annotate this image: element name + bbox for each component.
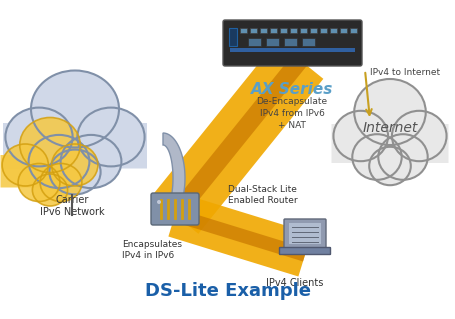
FancyBboxPatch shape bbox=[3, 123, 147, 168]
Bar bbox=[239, 28, 247, 33]
Bar bbox=[259, 28, 267, 33]
Text: Encapsulates
IPv4 in IPv6: Encapsulates IPv4 in IPv6 bbox=[122, 240, 182, 260]
FancyBboxPatch shape bbox=[151, 193, 198, 225]
Ellipse shape bbox=[51, 144, 98, 186]
Ellipse shape bbox=[391, 111, 445, 161]
Polygon shape bbox=[167, 54, 306, 221]
Text: IPv4 to Internet: IPv4 to Internet bbox=[369, 68, 439, 77]
Text: IPv4 Clients: IPv4 Clients bbox=[266, 278, 323, 288]
Text: AX Series: AX Series bbox=[250, 82, 333, 97]
Ellipse shape bbox=[5, 108, 72, 167]
Bar bbox=[248, 38, 260, 46]
Ellipse shape bbox=[29, 135, 89, 188]
Bar bbox=[309, 28, 316, 33]
Polygon shape bbox=[162, 133, 185, 223]
Bar bbox=[339, 28, 346, 33]
Text: Internet: Internet bbox=[362, 121, 417, 135]
Polygon shape bbox=[168, 194, 311, 277]
Ellipse shape bbox=[61, 135, 121, 188]
Ellipse shape bbox=[32, 174, 67, 206]
FancyBboxPatch shape bbox=[331, 124, 448, 163]
Bar bbox=[288, 223, 320, 244]
FancyBboxPatch shape bbox=[283, 219, 325, 249]
Text: De-Encapsulate
IPv4 from IPv6
+ NAT: De-Encapsulate IPv4 from IPv6 + NAT bbox=[256, 97, 327, 130]
Bar bbox=[349, 28, 356, 33]
Ellipse shape bbox=[352, 134, 401, 180]
Text: DS-Lite Example: DS-Lite Example bbox=[145, 282, 310, 300]
Bar bbox=[289, 28, 296, 33]
Ellipse shape bbox=[2, 144, 48, 186]
Ellipse shape bbox=[333, 111, 387, 161]
Bar bbox=[249, 28, 257, 33]
Text: Carrier
IPv6 Network: Carrier IPv6 Network bbox=[40, 195, 104, 218]
Polygon shape bbox=[152, 41, 323, 234]
Bar bbox=[265, 38, 278, 46]
Ellipse shape bbox=[18, 164, 60, 202]
Bar bbox=[228, 28, 237, 46]
Bar bbox=[301, 38, 314, 46]
Polygon shape bbox=[172, 209, 306, 262]
Bar bbox=[299, 28, 306, 33]
Ellipse shape bbox=[49, 150, 101, 194]
Bar bbox=[279, 28, 286, 33]
Bar bbox=[319, 28, 326, 33]
Ellipse shape bbox=[20, 117, 80, 173]
Ellipse shape bbox=[369, 147, 410, 185]
Bar bbox=[229, 48, 354, 52]
FancyBboxPatch shape bbox=[222, 20, 361, 66]
Bar bbox=[329, 28, 336, 33]
Ellipse shape bbox=[77, 108, 144, 167]
FancyBboxPatch shape bbox=[0, 155, 99, 188]
Ellipse shape bbox=[40, 164, 82, 202]
Bar bbox=[269, 28, 276, 33]
Ellipse shape bbox=[354, 79, 425, 145]
Circle shape bbox=[157, 200, 161, 204]
Text: Dual-Stack Lite
Enabled Router: Dual-Stack Lite Enabled Router bbox=[228, 185, 297, 205]
Bar bbox=[283, 38, 296, 46]
FancyBboxPatch shape bbox=[279, 248, 330, 255]
Ellipse shape bbox=[31, 70, 119, 147]
Ellipse shape bbox=[378, 134, 427, 180]
